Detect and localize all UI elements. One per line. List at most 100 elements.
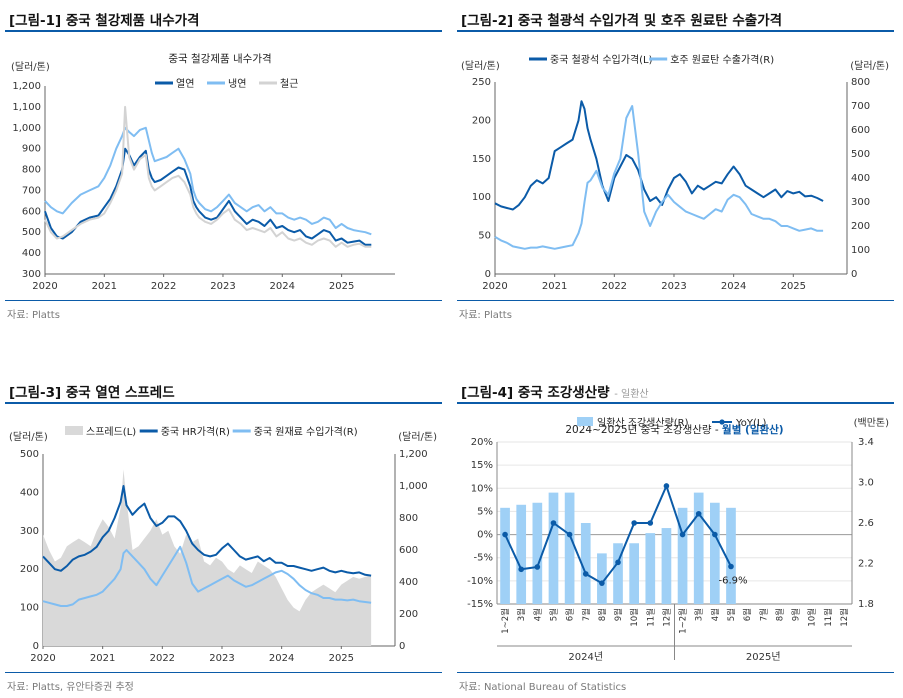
x-tick-label: 2022 <box>602 281 627 292</box>
panel-title-suffix: - 일환산 <box>614 389 649 400</box>
bar <box>710 502 720 604</box>
y2-tick-label: 600 <box>851 125 870 136</box>
bar <box>613 543 623 604</box>
x-tick-label: 11월 <box>645 608 656 627</box>
x-tick-label: 4월 <box>710 608 721 621</box>
y-tick-label: 1,000 <box>12 123 41 134</box>
series-line-0 <box>494 100 824 211</box>
x-tick-label: 11월 <box>823 608 834 627</box>
y-tick-label: 50 <box>478 231 491 242</box>
y2-tick-label: 500 <box>851 149 870 160</box>
y2-tick-label: 0 <box>851 269 857 280</box>
x-tick-label: 8월 <box>774 608 785 621</box>
yoy-point <box>518 566 525 573</box>
yoy-point <box>615 559 621 566</box>
y-tick-label: 20% <box>471 437 493 448</box>
y-tick-label: 5% <box>477 506 493 517</box>
x-tick-label: 12월 <box>839 608 850 627</box>
x-tick-label: 1~2월 <box>500 608 511 634</box>
y2-tick-label: 1,000 <box>399 481 428 492</box>
title-rule <box>5 30 442 32</box>
y2-axis-label: (백만톤) <box>854 417 890 429</box>
x-tick-label: 2023 <box>210 281 235 292</box>
y2-tick-label: 2.2 <box>858 559 874 570</box>
y-tick-label: 600 <box>22 206 41 217</box>
y2-tick-label: 300 <box>851 197 870 208</box>
y-tick-label: -10% <box>467 576 493 587</box>
legend-label: 열연 <box>176 78 194 90</box>
x-tick-label: 2021 <box>92 281 117 292</box>
y2-tick-label: 800 <box>851 77 870 88</box>
year-label: 2025년 <box>746 651 781 663</box>
legend-label: 스프레드(L) <box>86 426 136 438</box>
bar <box>580 523 591 604</box>
y-tick-label: 0% <box>477 530 493 541</box>
year-label: 2024년 <box>568 651 603 663</box>
bar <box>564 492 575 604</box>
source-rule <box>457 300 894 301</box>
x-tick-label: 5월 <box>548 608 559 621</box>
series-line-1 <box>494 105 824 250</box>
y2-tick-label: 700 <box>851 101 870 112</box>
y-tick-label: -5% <box>474 553 493 564</box>
y-tick-label: 200 <box>472 115 491 126</box>
panel-crude-steel-output: [그림-4] 중국 조강생산량 - 일환산 2024~2025년 중국 조강생산… <box>457 378 894 698</box>
legend-label: 일환산 조강생산량(R) <box>597 417 689 429</box>
source-note: 자료: Platts <box>7 310 60 321</box>
yoy-point <box>695 510 702 517</box>
x-tick-label: 5월 <box>726 608 737 621</box>
x-tick-label: 4월 <box>532 608 543 621</box>
x-tick-label: 9월 <box>613 608 624 621</box>
x-tick-label: 12월 <box>661 608 672 627</box>
y2-tick-label: 0 <box>399 641 405 652</box>
yoy-point <box>502 531 508 538</box>
yoy-point <box>712 531 718 538</box>
y2-tick-label: 3.0 <box>858 478 874 489</box>
y2-tick-label: 400 <box>851 173 870 184</box>
legend-marker <box>719 419 725 425</box>
x-tick-label: 10월 <box>629 608 640 627</box>
yoy-point <box>534 564 541 570</box>
x-tick-label: 6월 <box>565 608 576 621</box>
bar <box>516 504 527 604</box>
legend-label: 호주 원료탄 수출가격(R) <box>670 53 774 66</box>
y2-tick-label: 1.8 <box>858 599 874 610</box>
y-tick-label: 150 <box>472 154 491 165</box>
y2-axis-label: (달러/톤) <box>398 431 437 443</box>
x-tick-label: 2020 <box>482 281 507 292</box>
legend-label: 중국 철광석 수입가격(L) <box>550 53 653 66</box>
series-line-2 <box>44 105 372 248</box>
yoy-point <box>647 520 654 526</box>
y-tick-label: 15% <box>471 460 493 471</box>
chart-crude-steel-output: 2024~2025년 중국 조강생산량 - 월별 (일환산) (백만톤) -15% -… <box>467 417 890 663</box>
y-tick-label: 400 <box>20 487 39 498</box>
x-tick-label: 7월 <box>581 608 592 621</box>
chart-title: 2024~2025년 중국 조강생산량 - 월별 (일환산) <box>565 423 783 436</box>
y-axis-label: (달러/톤) <box>9 431 48 443</box>
yoy-point <box>663 483 670 489</box>
y2-tick-label: 800 <box>399 513 418 524</box>
source-note: 자료: Platts, 유안타증권 추정 <box>7 682 134 693</box>
panel-title: [그림-4] 중국 조강생산량 - 일환산 <box>461 381 649 401</box>
y-tick-label: 250 <box>472 77 491 88</box>
y-tick-label: 0 <box>485 269 491 280</box>
x-tick-label: 2024 <box>270 281 295 292</box>
y-tick-label: 100 <box>20 603 39 614</box>
yoy-point <box>550 520 557 526</box>
y2-tick-label: 100 <box>851 245 870 256</box>
x-tick-label: 3월 <box>516 608 527 621</box>
yoy-point <box>728 563 734 570</box>
y2-axis-label: (달러/톤) <box>850 60 889 72</box>
yoy-point <box>566 531 573 538</box>
x-tick-label: 2024 <box>269 653 294 664</box>
title-rule <box>457 402 894 404</box>
x-tick-label: 2021 <box>90 653 115 664</box>
y2-tick-label: 400 <box>399 577 418 588</box>
y-tick-label: -15% <box>467 599 493 610</box>
x-tick-label: 10월 <box>807 608 818 627</box>
y-tick-label: 300 <box>22 269 41 280</box>
chart-title-main: 2024~2025년 중국 조강생산량 - <box>565 424 722 436</box>
bar <box>693 492 704 604</box>
legend-label: 중국 원재료 수입가격(R) <box>254 425 358 438</box>
yoy-point <box>582 571 589 577</box>
